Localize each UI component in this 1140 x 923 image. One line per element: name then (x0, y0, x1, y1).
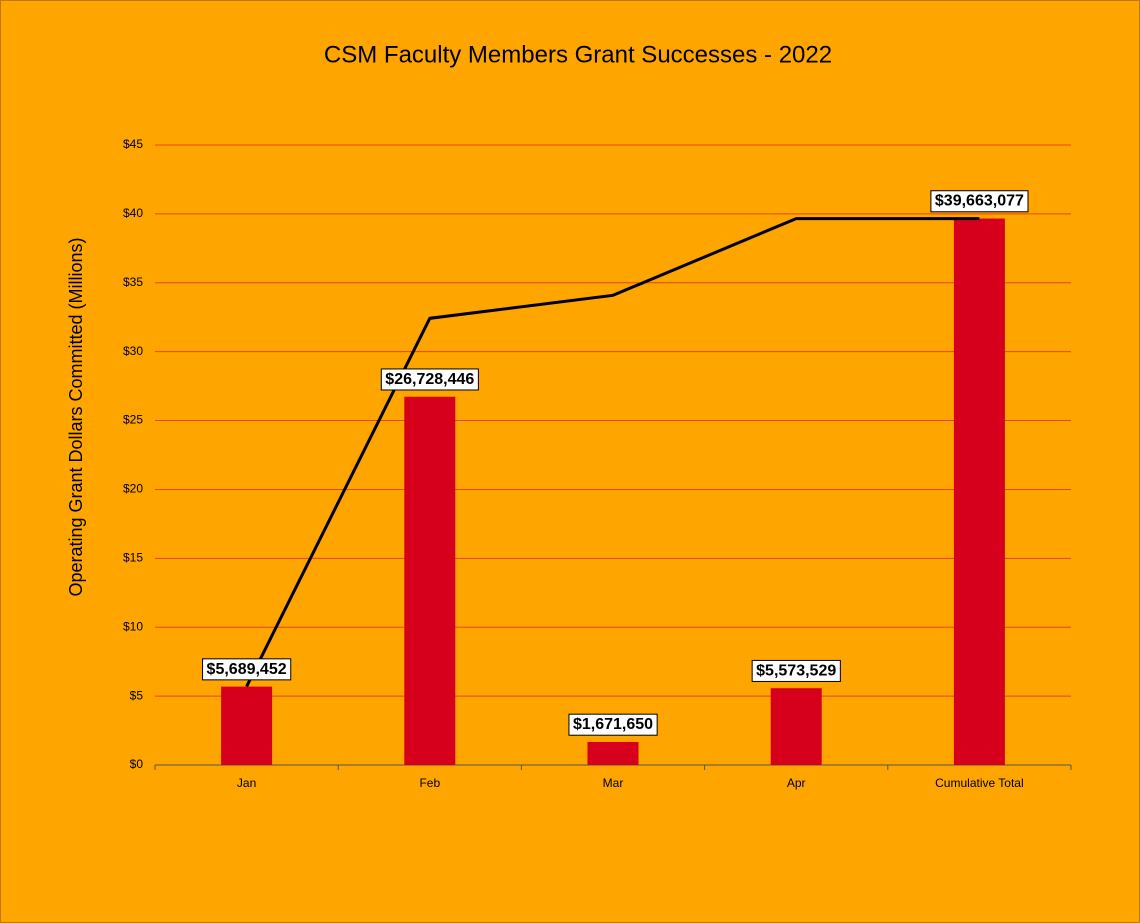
x-tick-label: Feb (419, 776, 440, 790)
value-label: $5,689,452 (207, 661, 287, 678)
line (245, 217, 980, 688)
value-label: $26,728,446 (385, 371, 474, 388)
chart-title: CSM Faculty Members Grant Successes - 20… (324, 41, 832, 68)
x-tick-label: Cumulative Total (935, 776, 1024, 790)
bar (404, 396, 456, 765)
y-tick-label: $20 (123, 482, 143, 496)
x-tick-label: Apr (787, 776, 806, 790)
bar (587, 741, 639, 765)
x-tick-label: Jan (237, 776, 256, 790)
x-tick-label: Mar (603, 776, 624, 790)
y-tick-label: $35 (123, 275, 143, 289)
value-label-box (202, 658, 292, 681)
value-label-box (380, 368, 479, 391)
bar (221, 686, 273, 765)
value-label-box (930, 190, 1029, 213)
value-label: $5,573,529 (756, 662, 836, 679)
y-tick-label: $25 (123, 413, 143, 427)
bar (953, 218, 1005, 765)
y-tick-label: $15 (123, 551, 143, 565)
y-axis-label: Operating Grant Dollars Committed (Milli… (66, 237, 86, 596)
value-label: $1,671,650 (573, 716, 653, 733)
y-tick-label: $5 (130, 688, 144, 702)
y-tick-label: $40 (123, 206, 143, 220)
y-tick-label: $45 (123, 137, 143, 151)
y-tick-label: $0 (130, 757, 144, 771)
value-label: $39,663,077 (935, 193, 1024, 210)
value-label-box (568, 713, 658, 736)
value-label-box (751, 659, 841, 682)
bar (770, 688, 822, 765)
y-tick-label: $30 (123, 344, 143, 358)
y-tick-label: $10 (123, 619, 143, 633)
